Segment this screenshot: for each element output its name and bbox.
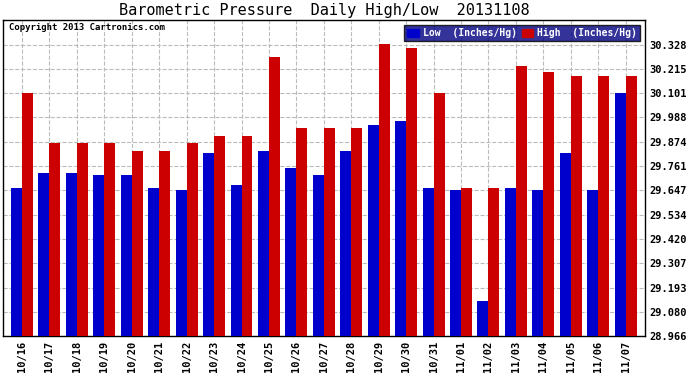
Bar	[77, 142, 88, 336]
Bar	[176, 190, 186, 336]
Bar	[477, 301, 489, 336]
Bar	[203, 153, 214, 336]
Bar	[11, 188, 22, 336]
Bar	[159, 151, 170, 336]
Title: Barometric Pressure  Daily High/Low  20131108: Barometric Pressure Daily High/Low 20131…	[119, 3, 529, 18]
Bar	[186, 142, 197, 336]
Bar	[560, 153, 571, 336]
Bar	[258, 151, 269, 336]
Bar	[533, 190, 543, 336]
Bar	[626, 76, 637, 336]
Bar	[93, 175, 104, 336]
Bar	[598, 76, 609, 336]
Bar	[379, 44, 390, 336]
Bar	[324, 128, 335, 336]
Bar	[230, 185, 241, 336]
Bar	[66, 172, 77, 336]
Bar	[39, 172, 50, 336]
Bar	[132, 151, 143, 336]
Bar	[422, 188, 433, 336]
Bar	[340, 151, 351, 336]
Bar	[505, 188, 516, 336]
Text: Copyright 2013 Cartronics.com: Copyright 2013 Cartronics.com	[9, 24, 165, 33]
Bar	[104, 142, 115, 336]
Bar	[461, 188, 472, 336]
Bar	[214, 136, 225, 336]
Bar	[286, 168, 297, 336]
Bar	[241, 136, 253, 336]
Bar	[269, 57, 280, 336]
Bar	[516, 66, 527, 336]
Bar	[395, 121, 406, 336]
Bar	[297, 128, 307, 336]
Bar	[121, 175, 132, 336]
Bar	[587, 190, 598, 336]
Bar	[571, 76, 582, 336]
Bar	[543, 72, 554, 336]
Bar	[22, 93, 33, 336]
Bar	[450, 190, 461, 336]
Bar	[615, 93, 626, 336]
Bar	[148, 188, 159, 336]
Legend: Low  (Inches/Hg), High  (Inches/Hg): Low (Inches/Hg), High (Inches/Hg)	[404, 25, 640, 41]
Bar	[433, 93, 444, 336]
Bar	[406, 48, 417, 336]
Bar	[50, 142, 61, 336]
Bar	[489, 188, 500, 336]
Bar	[313, 175, 324, 336]
Bar	[368, 126, 379, 336]
Bar	[351, 128, 362, 336]
